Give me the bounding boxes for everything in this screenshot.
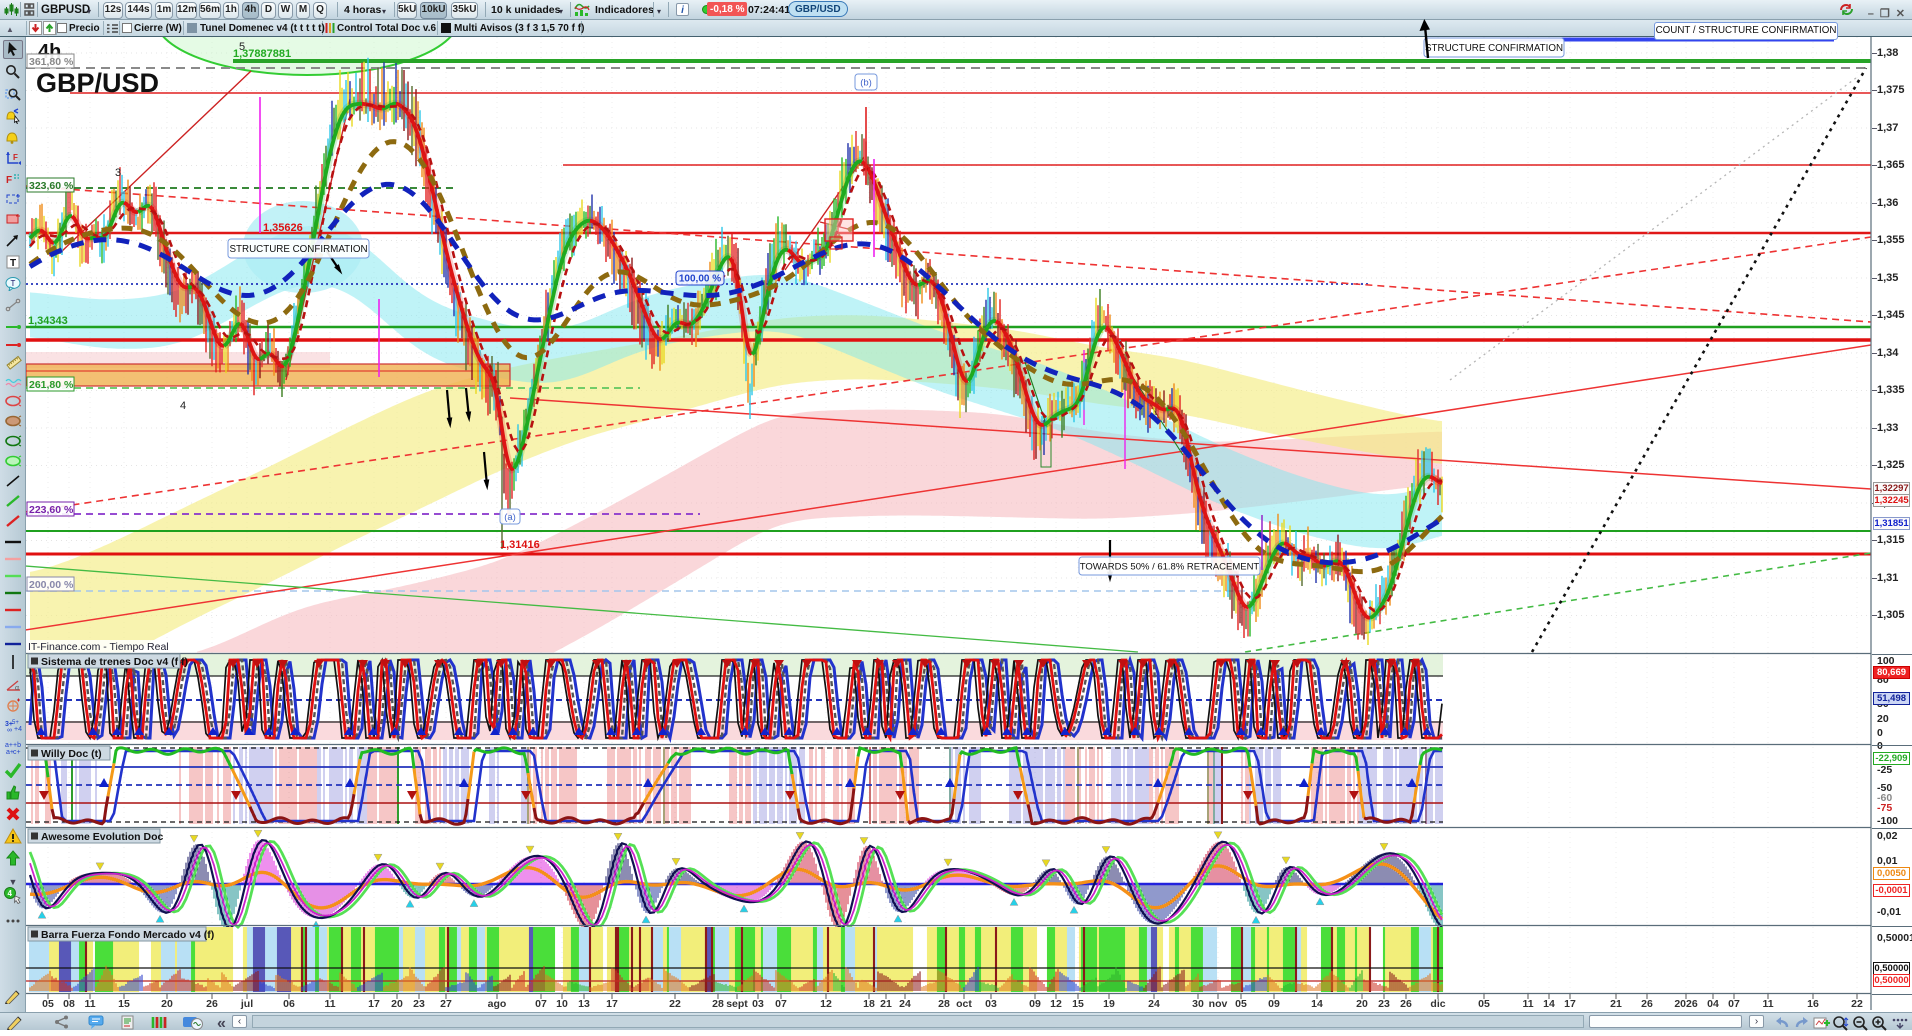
svg-text:TOWARDS 50% / 61.8% RETRACEMEN: TOWARDS 50% / 61.8% RETRACEMENT <box>1080 562 1260 573</box>
svg-text:19: 19 <box>1103 998 1115 1010</box>
svg-text:1,35626: 1,35626 <box>263 222 303 234</box>
svg-text:14: 14 <box>1543 998 1555 1010</box>
svg-text:23: 23 <box>413 998 425 1010</box>
svg-text:08: 08 <box>63 998 75 1010</box>
svg-text:21: 21 <box>880 998 892 1010</box>
svg-text:13: 13 <box>578 998 590 1010</box>
svg-text:4: 4 <box>8 889 13 898</box>
svg-text:11: 11 <box>324 998 335 1010</box>
svg-text:21: 21 <box>1610 998 1622 1010</box>
svg-text:STRUCTURE CONFIRMATION: STRUCTURE CONFIRMATION <box>229 244 367 255</box>
svg-text:sept: sept <box>726 998 748 1010</box>
svg-text:04: 04 <box>1707 998 1719 1010</box>
svg-text:+b: +b <box>13 742 21 749</box>
svg-text:a+: a+ <box>6 749 14 756</box>
svg-text:28: 28 <box>712 998 724 1010</box>
svg-text:100,00 %: 100,00 % <box>679 274 721 285</box>
svg-text:24: 24 <box>1148 998 1160 1010</box>
svg-text:T: T <box>11 279 16 288</box>
svg-text:F: F <box>13 153 18 162</box>
svg-text:nov: nov <box>1209 998 1228 1010</box>
svg-text:12: 12 <box>1050 998 1062 1010</box>
svg-text:03: 03 <box>985 998 997 1010</box>
svg-text:24: 24 <box>899 998 911 1010</box>
svg-text:(a): (a) <box>504 512 516 523</box>
svg-text:Awesome Evolution Doc: Awesome Evolution Doc <box>41 831 163 843</box>
svg-text:323,60 %: 323,60 % <box>29 180 74 192</box>
svg-text:2026: 2026 <box>1674 998 1698 1010</box>
svg-text:oct: oct <box>956 998 972 1010</box>
svg-text:3: 3 <box>115 167 121 179</box>
svg-text:05: 05 <box>42 998 54 1010</box>
svg-text:1,31416: 1,31416 <box>500 539 540 551</box>
svg-text:10: 10 <box>556 998 568 1010</box>
svg-text:28: 28 <box>938 998 950 1010</box>
svg-text:15: 15 <box>118 998 130 1010</box>
svg-text:27: 27 <box>440 998 452 1010</box>
svg-text:05: 05 <box>1235 998 1247 1010</box>
svg-text:09: 09 <box>1268 998 1280 1010</box>
svg-text:Sistema de trenes Doc v4 (f f): Sistema de trenes Doc v4 (f f) <box>41 656 188 668</box>
svg-text:200,00 %: 200,00 % <box>29 579 74 591</box>
svg-text:07: 07 <box>775 998 787 1010</box>
svg-text:17: 17 <box>368 998 380 1010</box>
svg-text:5: 5 <box>239 41 245 53</box>
svg-text:361,80 %: 361,80 % <box>29 56 74 68</box>
svg-text:26: 26 <box>1641 998 1653 1010</box>
svg-text:a+: a+ <box>5 742 13 749</box>
svg-text:17: 17 <box>606 998 618 1010</box>
svg-text:11: 11 <box>1762 998 1773 1010</box>
svg-text:05: 05 <box>1478 998 1490 1010</box>
svg-text:5+: 5+ <box>12 720 19 726</box>
svg-text:20: 20 <box>1356 998 1368 1010</box>
svg-text:Barra Fuerza Fondo Mercado v4: Barra Fuerza Fondo Mercado v4 (f) <box>41 929 214 941</box>
svg-text:IT-Finance.com - Tiempo Real: IT-Finance.com - Tiempo Real <box>28 641 169 653</box>
svg-text:Willy Doc (t): Willy Doc (t) <box>41 748 102 760</box>
svg-text:11: 11 <box>84 998 95 1010</box>
svg-text:(b): (b) <box>860 78 872 89</box>
svg-text:3+: 3+ <box>5 721 13 728</box>
svg-text:GBP/USD: GBP/USD <box>36 68 159 98</box>
svg-text:1,37887881: 1,37887881 <box>233 48 291 60</box>
svg-text:1,34343: 1,34343 <box>28 315 68 327</box>
svg-text:18: 18 <box>863 998 875 1010</box>
svg-text:30: 30 <box>1192 998 1204 1010</box>
svg-text:09: 09 <box>1029 998 1041 1010</box>
svg-text:ago: ago <box>488 998 507 1010</box>
svg-text:STRUCTURE CONFIRMATION: STRUCTURE CONFIRMATION <box>1425 43 1563 54</box>
svg-text:03: 03 <box>752 998 764 1010</box>
svg-text:15: 15 <box>1072 998 1084 1010</box>
svg-text:c+: c+ <box>13 749 21 756</box>
svg-text:07: 07 <box>1728 998 1740 1010</box>
svg-text:22: 22 <box>669 998 681 1010</box>
svg-text:F: F <box>6 175 12 186</box>
svg-text:+4: +4 <box>14 726 22 733</box>
svg-text:23: 23 <box>1378 998 1390 1010</box>
svg-text:T: T <box>10 258 16 269</box>
svg-text:11: 11 <box>1522 998 1533 1010</box>
svg-text:16: 16 <box>1807 998 1819 1010</box>
svg-text:26: 26 <box>1400 998 1412 1010</box>
svg-text:223,60 %: 223,60 % <box>29 504 74 516</box>
svg-text:4: 4 <box>180 400 186 412</box>
svg-text:06: 06 <box>283 998 295 1010</box>
svg-text:17: 17 <box>1564 998 1576 1010</box>
svg-text:261,80 %: 261,80 % <box>29 379 74 391</box>
svg-text:14: 14 <box>1311 998 1323 1010</box>
svg-text:22: 22 <box>1851 998 1863 1010</box>
svg-text:20: 20 <box>161 998 173 1010</box>
svg-text:07: 07 <box>535 998 547 1010</box>
svg-text:26: 26 <box>206 998 218 1010</box>
svg-text:12: 12 <box>820 998 832 1010</box>
svg-text:∞: ∞ <box>7 727 12 734</box>
svg-text:20: 20 <box>391 998 403 1010</box>
svg-text:dic: dic <box>1430 998 1445 1010</box>
svg-text:α: α <box>15 685 19 692</box>
svg-text:jul: jul <box>240 998 253 1010</box>
